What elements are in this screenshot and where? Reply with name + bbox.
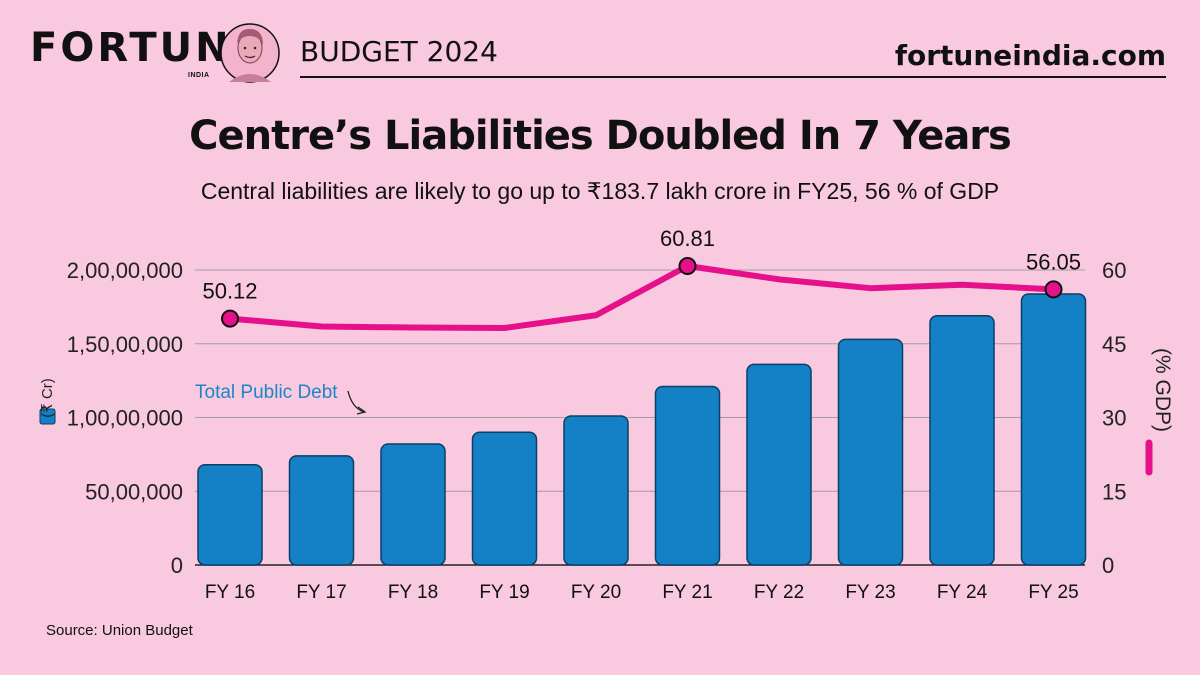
- annotation-arrow: [347, 390, 365, 413]
- bar: [563, 415, 629, 566]
- data-label: 50.12: [202, 279, 257, 304]
- y-tick-label: 1,00,00,000: [67, 406, 183, 431]
- brand-sub: INDIA: [188, 72, 210, 79]
- x-tick-label: FY 16: [205, 582, 255, 603]
- y2-tick-label: 0: [1102, 553, 1114, 578]
- bar: [380, 443, 446, 566]
- bar: [654, 385, 721, 566]
- x-tick-label: FY 19: [479, 582, 529, 603]
- y-tick-label: 0: [171, 553, 183, 578]
- gdp-point-marker: [1044, 280, 1063, 299]
- bar: [1020, 293, 1087, 566]
- bar: [837, 338, 904, 566]
- bar: [471, 431, 538, 566]
- bar: [746, 363, 812, 566]
- x-tick-label: FY 21: [662, 582, 712, 603]
- y-tick-label: 1,50,00,000: [67, 332, 183, 357]
- y-tick-label: 50,00,000: [85, 479, 183, 504]
- data-label: 56.05: [1026, 249, 1081, 274]
- header-rule: [300, 76, 1166, 78]
- gdp-line: [227, 263, 1057, 332]
- y2-tick-label: 45: [1102, 332, 1126, 357]
- x-tick-label: FY 18: [388, 582, 438, 603]
- x-tick-label: FY 22: [754, 582, 804, 603]
- gdp-point-marker: [221, 309, 239, 328]
- y2-tick-label: 60: [1102, 258, 1126, 283]
- bar: [288, 455, 355, 566]
- annotation-arrowhead: [356, 406, 367, 415]
- bar: [197, 463, 263, 566]
- budget-label: BUDGET 2024: [300, 35, 498, 68]
- source-note: Source: Union Budget: [46, 622, 193, 639]
- website-link[interactable]: fortuneindia.com: [894, 39, 1166, 72]
- x-tick-label: FY 25: [1028, 582, 1078, 603]
- y2-tick-label: 30: [1102, 406, 1126, 431]
- data-label: 60.81: [660, 226, 715, 251]
- portrait-icon: [220, 23, 280, 83]
- gdp-point-marker: [678, 257, 697, 276]
- y2-axis-label: (% GDP): [1151, 348, 1174, 432]
- chart-subtitle: Central liabilities are likely to go up …: [200, 178, 1000, 204]
- bar: [929, 314, 995, 566]
- series-annotation: Total Public Debt: [195, 382, 338, 403]
- y2-tick-label: 15: [1102, 479, 1126, 504]
- x-tick-label: FY 17: [296, 582, 346, 603]
- header: FORTUNE INDIA BUDGET 2024 fortuneindia.c…: [0, 0, 1200, 100]
- x-tick-label: FY 24: [937, 582, 988, 603]
- x-tick-label: FY 20: [571, 582, 621, 603]
- x-tick-label: FY 23: [845, 582, 895, 603]
- legend-bar-marker: [39, 408, 56, 425]
- y-axis-label: (₹ Cr): [39, 378, 56, 418]
- y-tick-label: 2,00,00,000: [67, 258, 183, 283]
- chart-title: Centre’s Liabilities Doubled In 7 Years: [189, 113, 1012, 159]
